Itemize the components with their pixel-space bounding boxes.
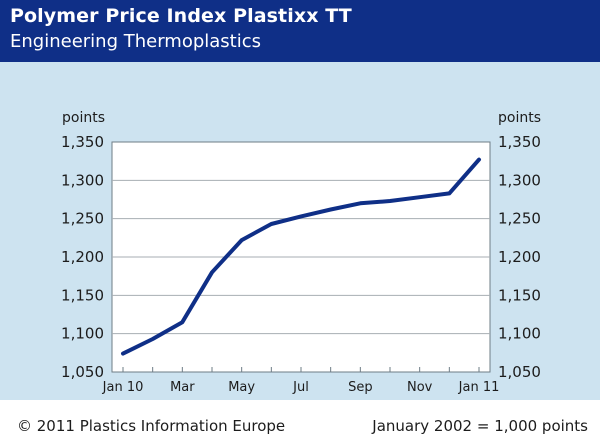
y-tick-label: 1,300 xyxy=(61,171,104,189)
y-axis-left: 1,050 1,100 1,150 1,200 1,250 1,300 1,350 xyxy=(61,133,104,381)
y-tick-label-right: 1,050 xyxy=(498,363,541,381)
y-tick-label: 1,100 xyxy=(61,325,104,343)
data-point xyxy=(418,195,422,199)
x-axis: Jan 10 Mar May Jul Sep Nov Jan 11 xyxy=(102,367,500,395)
y-tick-label-right: 1,100 xyxy=(498,325,541,343)
y-tick-label: 1,200 xyxy=(61,248,104,266)
data-point xyxy=(358,201,362,205)
x-tick-label: Jul xyxy=(292,380,309,395)
data-point xyxy=(477,158,481,162)
chart-panel: 1,050 1,100 1,150 1,200 1,250 1,300 1,350 1,05… xyxy=(0,62,600,400)
y-tick-label: 1,050 xyxy=(61,363,104,381)
series-points xyxy=(121,158,481,356)
baseline-note: January 2002 = 1,000 points xyxy=(372,417,588,435)
copyright-text: © 2011 Plastics Information Europe xyxy=(17,417,286,435)
line-chart: 1,050 1,100 1,150 1,200 1,250 1,300 1,350 1,05… xyxy=(61,110,541,395)
x-tick-label: Mar xyxy=(170,380,195,395)
y-tick-label-right: 1,350 xyxy=(498,133,541,151)
chart-footer: © 2011 Plastics Information Europe Janua… xyxy=(0,400,600,443)
data-point xyxy=(299,214,303,218)
y-tick-label-right: 1,150 xyxy=(498,286,541,304)
y-axis-left-label: points xyxy=(62,110,105,126)
x-tick-label: Jan 10 xyxy=(102,380,144,395)
data-point xyxy=(269,222,273,226)
data-point xyxy=(121,352,125,356)
x-tick-label: Sep xyxy=(348,380,373,395)
y-tick-label-right: 1,250 xyxy=(498,210,541,228)
data-point xyxy=(210,270,214,274)
data-point xyxy=(180,320,184,324)
chart-header: Polymer Price Index Plastixx TT Engineer… xyxy=(0,0,600,62)
data-point xyxy=(151,337,155,341)
y-tick-label-right: 1,200 xyxy=(498,248,541,266)
y-tick-label: 1,250 xyxy=(61,210,104,228)
data-point xyxy=(447,191,451,195)
x-tick-label: May xyxy=(228,380,255,395)
y-tick-label-right: 1,300 xyxy=(498,171,541,189)
data-point xyxy=(240,238,244,242)
y-axis-right: 1,050 1,100 1,150 1,200 1,250 1,300 1,350 xyxy=(498,133,541,381)
x-tick-label: Nov xyxy=(407,380,433,395)
y-axis-right-label: points xyxy=(498,110,541,126)
chart-subtitle: Engineering Thermoplastics xyxy=(10,31,261,52)
x-tick-label: Jan 11 xyxy=(458,380,500,395)
data-point xyxy=(388,199,392,203)
chart-title: Polymer Price Index Plastixx TT xyxy=(10,5,352,27)
data-point xyxy=(329,207,333,211)
y-tick-label: 1,350 xyxy=(61,133,104,151)
gridlines xyxy=(112,179,490,335)
y-tick-label: 1,150 xyxy=(61,286,104,304)
